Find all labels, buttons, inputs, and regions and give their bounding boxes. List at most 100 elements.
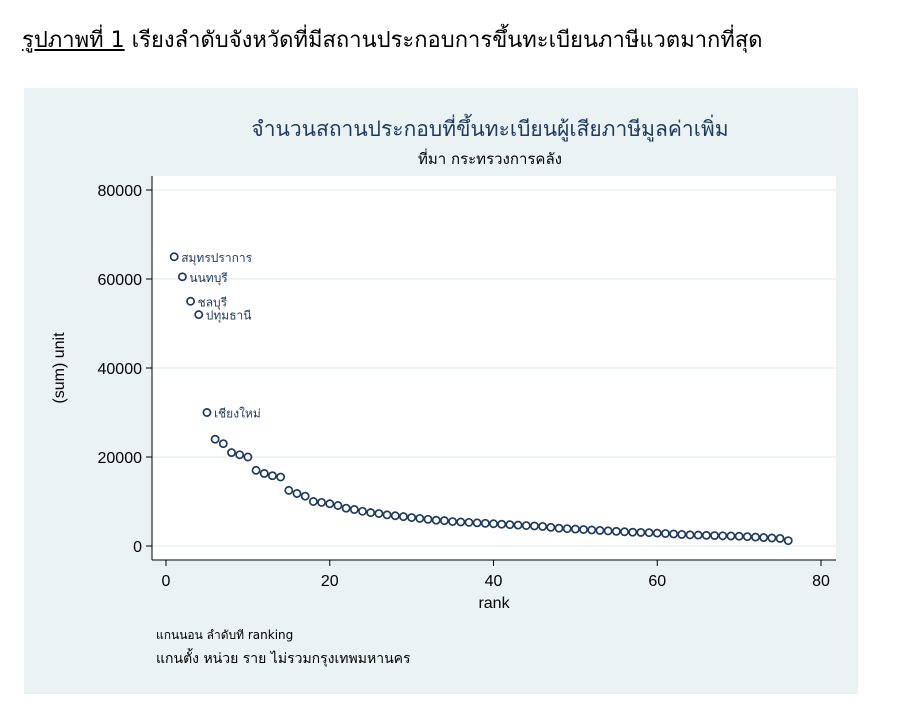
y-tick-label: 60000 bbox=[98, 272, 143, 289]
data-point bbox=[308, 497, 318, 506]
data-point bbox=[710, 531, 720, 540]
data-point bbox=[259, 469, 269, 478]
data-point bbox=[227, 448, 236, 457]
data-point bbox=[300, 491, 310, 501]
data-point bbox=[701, 530, 711, 540]
data-point bbox=[243, 452, 253, 462]
data-point bbox=[407, 513, 417, 522]
data-point bbox=[349, 505, 359, 514]
note-x-axis: แกนนอน ลำดับที ranking bbox=[156, 628, 294, 642]
data-point bbox=[628, 527, 638, 537]
x-tick-label: 80 bbox=[812, 573, 830, 590]
data-point bbox=[579, 525, 589, 534]
data-point bbox=[448, 517, 458, 526]
data-point bbox=[513, 520, 523, 530]
data-point bbox=[489, 519, 498, 529]
data-point bbox=[464, 517, 474, 527]
data-point bbox=[341, 503, 351, 513]
data-point bbox=[202, 408, 212, 417]
chart-subtitle: ที่มา กระทรวงการคลัง bbox=[418, 148, 562, 168]
figure-caption: รูปภาพที่ 1 เรียงลำดับจังหวัดที่มีสถานปร… bbox=[22, 22, 763, 57]
data-point bbox=[194, 310, 204, 320]
data-point bbox=[726, 531, 736, 541]
data-point bbox=[636, 527, 646, 537]
plot-area: 0 20000 40000 60000 80000 0 20 40 60 80 rank (sum) … bbox=[51, 176, 836, 612]
data-point bbox=[218, 439, 228, 449]
x-tick-label: 40 bbox=[485, 573, 503, 590]
data-point bbox=[276, 472, 286, 482]
x-tick-label: 0 bbox=[162, 573, 171, 590]
data-point bbox=[742, 532, 752, 542]
data-point bbox=[554, 523, 564, 533]
y-tick-label: 80000 bbox=[98, 183, 143, 200]
data-point bbox=[472, 518, 482, 528]
chart-title: จำนวนสถานประกอบที่ขึ้นทะเบียนผู้เสียภาษี… bbox=[251, 114, 728, 142]
data-point bbox=[693, 530, 703, 540]
data-point bbox=[423, 514, 433, 524]
data-point bbox=[775, 533, 785, 543]
data-point bbox=[759, 533, 769, 542]
data-point bbox=[235, 450, 245, 460]
y-tick-label: 20000 bbox=[98, 450, 143, 467]
data-point bbox=[685, 530, 695, 540]
data-point bbox=[660, 529, 670, 538]
x-tick-label: 60 bbox=[648, 573, 666, 590]
scatter-chart: จำนวนสถานประกอบที่ขึ้นทะเบียนผู้เสียภาษี… bbox=[51, 114, 836, 612]
x-tick-label: 20 bbox=[321, 573, 339, 590]
caption-label: รูปภาพที่ 1 bbox=[22, 28, 125, 53]
data-point bbox=[390, 511, 400, 521]
data-point bbox=[415, 513, 425, 523]
data-point bbox=[595, 525, 605, 535]
data-point bbox=[186, 296, 196, 306]
y-tick-label: 40000 bbox=[98, 361, 143, 378]
chart-panel: จำนวนสถานประกอบที่ขึ้นทะเบียนผู้เสียภาษี… bbox=[24, 88, 858, 694]
caption-text: เรียงลำดับจังหวัดที่มีสถานประกอบการขึ้นท… bbox=[131, 28, 763, 53]
data-point bbox=[570, 524, 580, 534]
data-point bbox=[652, 528, 662, 538]
data-point bbox=[734, 531, 744, 541]
data-point bbox=[480, 518, 490, 528]
data-point bbox=[284, 485, 294, 495]
data-point bbox=[521, 521, 531, 530]
note-y-axis: แกนตั้ง หน่วย ราย ไม่รวมกรุงเทพมหานคร bbox=[156, 651, 411, 667]
data-point bbox=[546, 522, 556, 532]
data-point bbox=[439, 516, 449, 526]
data-point bbox=[529, 521, 539, 531]
point-label: นนทบุรี bbox=[189, 271, 228, 286]
data-point bbox=[644, 528, 654, 538]
point-label: เชียงใหม่ bbox=[214, 407, 261, 421]
data-point bbox=[317, 497, 327, 507]
data-point bbox=[669, 529, 679, 539]
x-axis-title: rank bbox=[478, 595, 510, 612]
point-label: ปทุมธานี bbox=[206, 309, 252, 324]
data-point bbox=[431, 515, 441, 525]
data-point bbox=[398, 512, 408, 522]
data-point bbox=[783, 536, 793, 546]
data-point bbox=[210, 434, 220, 444]
data-point bbox=[333, 501, 343, 510]
data-point bbox=[358, 506, 367, 516]
point-label: ชลบุรี bbox=[198, 295, 228, 310]
data-point bbox=[611, 526, 621, 536]
data-point bbox=[562, 524, 572, 534]
data-point bbox=[366, 508, 376, 518]
data-point bbox=[767, 533, 777, 543]
data-point bbox=[382, 510, 392, 520]
data-point bbox=[456, 517, 466, 527]
data-point bbox=[325, 499, 335, 509]
data-point bbox=[497, 519, 507, 529]
data-point bbox=[751, 532, 760, 542]
y-tick-label: 0 bbox=[133, 539, 142, 556]
data-point bbox=[603, 526, 613, 536]
data-point bbox=[374, 509, 384, 518]
data-point bbox=[677, 529, 687, 539]
data-point bbox=[292, 489, 302, 498]
data-point bbox=[538, 521, 548, 531]
y-axis-title: (sum) unit bbox=[51, 332, 68, 404]
data-point bbox=[169, 252, 179, 262]
data-point bbox=[505, 520, 515, 530]
point-label: สมุทรปราการ bbox=[181, 251, 252, 266]
data-point bbox=[587, 525, 597, 535]
data-point bbox=[251, 465, 261, 475]
data-point bbox=[177, 272, 187, 282]
